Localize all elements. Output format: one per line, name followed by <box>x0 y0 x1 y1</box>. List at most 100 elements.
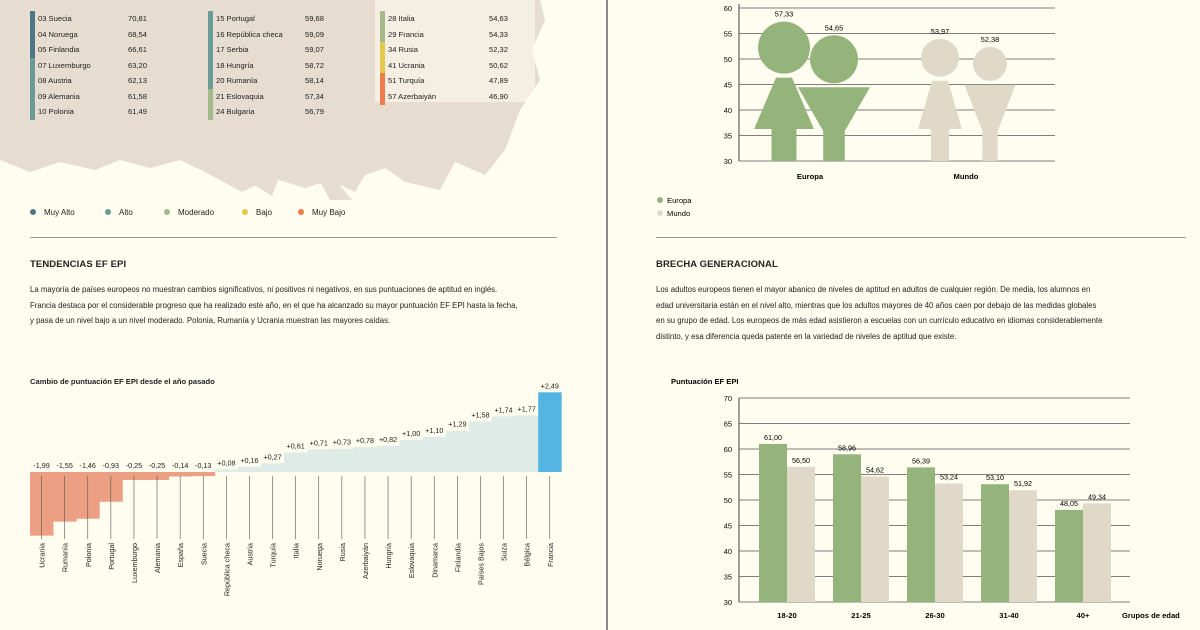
change-bar <box>445 430 470 472</box>
legend-item: Muy Bajo <box>298 208 345 217</box>
level-bar <box>380 88 385 105</box>
score-value: 70,81 <box>128 14 148 23</box>
y-tick-label: 40 <box>724 547 732 556</box>
legend-swatch <box>242 209 248 215</box>
age-bar <box>981 484 1009 602</box>
change-value-label: -0,13 <box>195 461 211 470</box>
legend-label: Muy Alto <box>44 208 75 217</box>
change-bar <box>191 472 216 477</box>
legend-label: Bajo <box>256 208 273 217</box>
legend-label: Moderado <box>178 208 215 217</box>
legend-label: Muy Bajo <box>312 208 346 217</box>
gap-paragraph: Los adultos europeos tienen el mayor aba… <box>656 282 1186 344</box>
country-label: 17 Serbia <box>216 45 249 54</box>
gap-title: BRECHA GENERACIONAL <box>656 259 778 270</box>
category-label: 40+ <box>1077 611 1090 620</box>
score-value: 68,54 <box>128 29 148 39</box>
change-value-label: -0,25 <box>126 461 142 470</box>
trends-line: Francia destaca por el considerable prog… <box>30 300 518 310</box>
value-label: 51,92 <box>1014 479 1032 488</box>
country-tick-label: Alemania <box>153 543 162 573</box>
change-value-label: +1,00 <box>402 429 420 438</box>
age-bar <box>1055 509 1083 602</box>
country-label: 18 Hungría <box>216 60 254 70</box>
y-tick-label: 30 <box>724 157 732 166</box>
country-label: 07 Luxemburgo <box>38 60 91 70</box>
legend-swatch <box>657 210 663 216</box>
country-tick-label: Ucrania <box>38 543 47 568</box>
level-bar <box>30 26 35 43</box>
legend-label: Alto <box>119 208 133 217</box>
score-value: 63,20 <box>128 60 148 70</box>
change-bar <box>353 447 377 472</box>
value-label: 48,05 <box>1060 499 1078 508</box>
level-bar <box>30 73 35 89</box>
change-value-label: -0,14 <box>172 461 188 470</box>
y-tick-label: 35 <box>724 573 732 582</box>
value-label: 53,97 <box>931 27 950 36</box>
value-label: 58,96 <box>838 443 856 452</box>
level-bar <box>208 104 213 120</box>
y-tick-label: 45 <box>724 522 732 531</box>
legend-item: Muy Alto <box>30 208 75 217</box>
country-tick-label: Eslovaquia <box>407 543 416 578</box>
age-group-chart: Puntuación EF EPI 30 35 40 45 50 55 60 65 70 61,00… <box>671 377 1180 620</box>
change-chart-title: Cambio de puntuación EF EPI desde el año… <box>30 377 215 386</box>
change-value-label: +0,82 <box>379 435 397 444</box>
country-label: 20 Rumanía <box>216 76 258 85</box>
country-tick-label: España <box>176 543 185 567</box>
level-bar <box>208 26 213 43</box>
score-value: 59,09 <box>305 29 325 39</box>
country-tick-label: Rusia <box>338 543 347 561</box>
category-label: 21-25 <box>851 611 871 620</box>
country-label: 15 Portugal <box>216 14 255 23</box>
country-label: 29 Francia <box>388 29 424 39</box>
change-bar <box>468 421 493 472</box>
score-value: 47,89 <box>489 76 509 85</box>
change-bar <box>330 448 354 472</box>
country-label: 08 Austria <box>38 76 72 85</box>
gap-line: edad universitaria están en el nivel alt… <box>656 300 1097 310</box>
level-bar <box>208 73 213 89</box>
score-value: 61,58 <box>128 91 148 101</box>
legend-item: Moderado <box>164 208 214 217</box>
y-axis-title: Puntuación EF EPI <box>671 377 739 386</box>
value-label: 54,65 <box>825 23 844 32</box>
score-value: 62,13 <box>128 76 148 85</box>
country-label: 04 Noruega <box>38 29 78 39</box>
level-bar <box>380 42 385 58</box>
value-label: 53,10 <box>986 473 1004 482</box>
score-value: 61,49 <box>128 107 148 116</box>
y-tick-label: 55 <box>724 30 732 39</box>
column-divider <box>606 0 608 630</box>
y-tick-label: 45 <box>724 81 732 90</box>
gap-line: en su grupo de edad. Los europeos de más… <box>656 316 1103 325</box>
y-tick-label: 40 <box>724 106 732 115</box>
score-value: 59,68 <box>305 14 325 23</box>
change-bar <box>515 415 539 472</box>
change-bar <box>399 440 424 472</box>
age-bar <box>907 467 935 602</box>
figure-marker <box>798 35 870 161</box>
legend-swatch <box>298 209 304 215</box>
country-tick-label: Azerbaiyán <box>361 543 370 579</box>
change-bar <box>492 416 516 472</box>
change-bar <box>261 463 285 472</box>
change-value-label: -0,93 <box>103 461 119 470</box>
category-label: 18-20 <box>777 611 796 620</box>
figure-marker <box>918 38 962 161</box>
country-tick-label: Dinamarca <box>430 543 439 578</box>
score-value: 52,32 <box>489 45 509 54</box>
level-bar <box>30 57 35 74</box>
score-value: 58,72 <box>305 60 325 70</box>
level-bar <box>208 88 213 105</box>
change-value-label: +1,77 <box>518 404 536 413</box>
change-bar <box>214 469 239 472</box>
category-label: 26-30 <box>925 611 944 620</box>
age-bar <box>1083 503 1111 602</box>
country-label: 28 Italia <box>388 14 415 23</box>
country-tick-label: Italia <box>292 543 301 558</box>
change-bar <box>307 449 331 472</box>
section-divider <box>30 237 557 238</box>
trends-title: TENDENCIAS EF EPI <box>30 259 127 270</box>
